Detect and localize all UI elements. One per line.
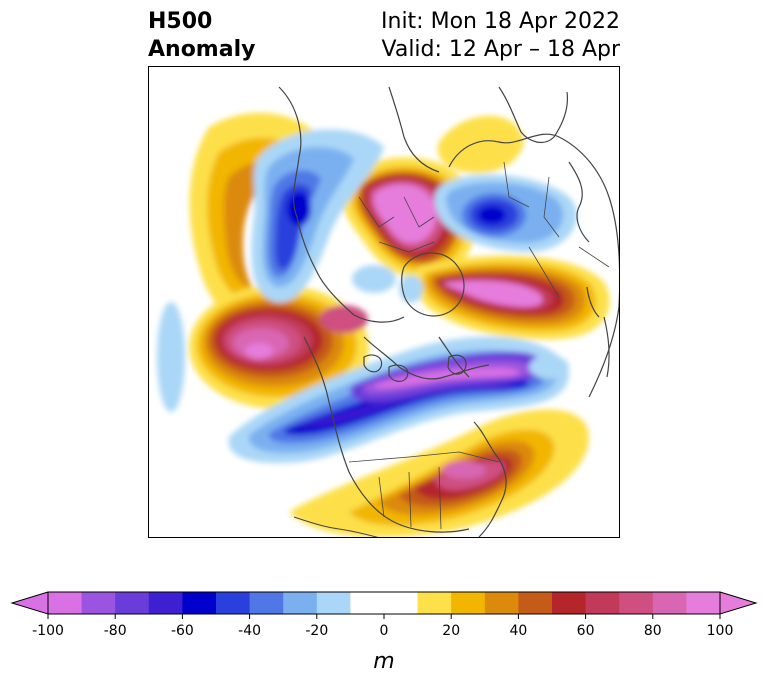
- trough-western: [251, 129, 384, 303]
- colorbar-segment: [182, 592, 217, 614]
- anomaly-map: [149, 67, 619, 537]
- colorbar-segment: [115, 592, 150, 614]
- ridge-western: [189, 112, 339, 325]
- ridge-eastern-us: [289, 409, 589, 537]
- colorbar-segment: [350, 592, 385, 614]
- colorbar-segment: [249, 592, 284, 614]
- valid-range: Valid: 12 Apr – 18 Apr: [381, 37, 621, 62]
- colorbar-unit-label: m: [373, 649, 394, 674]
- field-title: Anomaly: [148, 37, 256, 62]
- colorbar-segments: [48, 592, 721, 614]
- colorbar-tick-label: 40: [509, 623, 527, 639]
- colorbar-segment: [585, 592, 620, 614]
- colorbar-segment: [484, 592, 519, 614]
- colorbar-segment: [384, 592, 418, 614]
- colorbar-tick-label: -80: [104, 623, 127, 639]
- colorbar-tick-label: 20: [442, 623, 460, 639]
- colorbar-segment: [316, 592, 351, 614]
- colorbar-segment: [216, 592, 250, 614]
- colorbar-tick-label: -40: [238, 623, 261, 639]
- map-panel: [148, 66, 620, 538]
- colorbar-segment: [552, 592, 586, 614]
- colorbar-extend-high: [719, 591, 758, 615]
- title-left: H500 Anomaly: [148, 8, 255, 64]
- colorbar-segment: [148, 592, 183, 614]
- anomaly-fields: [157, 112, 610, 537]
- colorbar-tick-label: -20: [305, 623, 328, 639]
- colorbar: -100 -80 -60 -40 -20 0 20 40 60 80 100 m: [10, 591, 758, 674]
- colorbar-tick-label: -60: [171, 623, 194, 639]
- trough-minor: [157, 265, 569, 412]
- colorbar-tick-label: 80: [644, 623, 662, 639]
- colorbar-tick-label: 100: [707, 623, 734, 639]
- trough-europe: [434, 174, 577, 252]
- colorbar-segment: [518, 592, 553, 614]
- colorbar-segment: [417, 592, 452, 614]
- title-right: Init: Mon 18 Apr 2022 Valid: 12 Apr – 18…: [381, 8, 620, 64]
- ridge-gulf-of-alaska: [189, 285, 369, 409]
- colorbar-ticks: -100 -80 -60 -40 -20 0 20 40 60 80 100: [32, 614, 733, 639]
- colorbar-segment: [283, 592, 318, 614]
- variable-title: H500: [148, 9, 213, 34]
- colorbar-segment: [619, 592, 654, 614]
- ridge-north-atlantic: [437, 115, 524, 174]
- colorbar-segment: [686, 592, 721, 614]
- coastlines: [278, 86, 619, 537]
- colorbar-tick-label: 0: [380, 623, 389, 639]
- init-date: Init: Mon 18 Apr 2022: [381, 9, 620, 34]
- ridge-siberia: [341, 157, 478, 280]
- colorbar-tick-label: 60: [577, 623, 595, 639]
- colorbar-extend-low: [10, 591, 49, 615]
- colorbar-segment: [81, 592, 116, 614]
- colorbar-segment: [451, 592, 486, 614]
- colorbar-segment: [652, 592, 687, 614]
- colorbar-tick-label: -100: [32, 623, 64, 639]
- trough-central-canada: [228, 336, 569, 463]
- colorbar-segment: [48, 592, 82, 614]
